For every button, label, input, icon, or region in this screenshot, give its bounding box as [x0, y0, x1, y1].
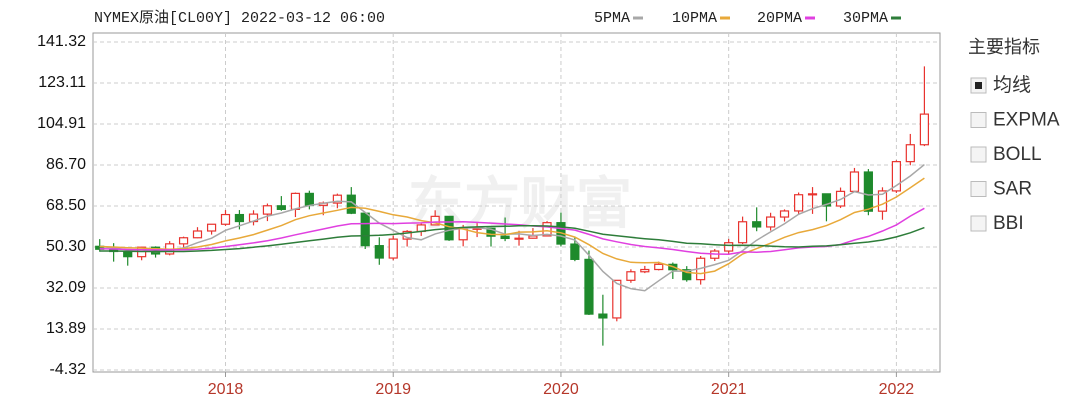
indicator-label[interactable]: SAR: [993, 179, 1032, 200]
y-tick-label: 123.11: [38, 74, 86, 91]
y-tick-label: 68.50: [46, 197, 86, 214]
candle-body: [220, 213, 231, 225]
candle-body: [360, 212, 370, 247]
ma-line: [99, 177, 925, 275]
candle-body: [276, 205, 286, 210]
candle-body: [737, 221, 748, 244]
candle-body: [192, 230, 203, 239]
candle-body: [654, 263, 664, 271]
indicator-label[interactable]: BOLL: [993, 144, 1042, 165]
x-tick-label: 2021: [711, 381, 747, 398]
candle-body: [752, 221, 762, 228]
candle-body: [682, 269, 692, 281]
y-tick-label: 50.30: [46, 238, 86, 255]
candle-body: [626, 271, 636, 281]
candle-body: [500, 235, 510, 240]
candle-body: [877, 190, 888, 212]
candle-body: [304, 192, 314, 206]
candle-body: [570, 243, 580, 260]
checkbox[interactable]: [970, 215, 987, 232]
y-tick-label: 86.70: [46, 156, 86, 173]
panel-title: 主要指标: [968, 37, 1040, 57]
candle-body: [486, 227, 496, 237]
legend-label: 20PMA: [757, 10, 802, 27]
indicator-label[interactable]: BBI: [993, 213, 1024, 234]
ma-line: [99, 207, 925, 255]
candle-body: [514, 237, 524, 240]
candle-body: [290, 192, 301, 210]
checkbox[interactable]: [970, 112, 987, 128]
candle-body: [863, 171, 873, 212]
ma-line: [99, 225, 925, 253]
legend-label: 30PMA: [843, 10, 888, 27]
legend-label: 5PMA: [594, 10, 630, 27]
candle-body: [234, 213, 245, 223]
candle-body: [178, 237, 189, 245]
indicator-label[interactable]: 均线: [993, 74, 1031, 96]
candle-body: [542, 222, 552, 237]
candle-body: [430, 215, 440, 226]
candle-body: [598, 313, 608, 319]
candle-body: [388, 238, 398, 259]
chart-title: NYMEX原油[CL00Y] 2022-03-12 06:00: [94, 9, 385, 27]
x-tick-label: 2018: [208, 381, 244, 398]
x-tick-label: 2020: [543, 381, 579, 398]
candle-body: [891, 161, 901, 192]
checkbox[interactable]: [970, 146, 987, 163]
y-tick-label: 104.91: [37, 115, 86, 132]
x-tick-label: 2019: [375, 381, 411, 398]
y-tick-label: 13.89: [46, 320, 86, 337]
x-tick-label: 2022: [879, 381, 915, 398]
candle-body: [640, 268, 650, 273]
legend-label: 10PMA: [672, 10, 717, 27]
checkbox-mark: [975, 82, 982, 89]
candle-body: [905, 144, 915, 163]
y-tick-label: 141.32: [37, 33, 86, 50]
candle-body: [374, 245, 384, 259]
candle-body: [807, 193, 818, 196]
y-tick-label: 32.09: [46, 279, 86, 296]
candle-body: [794, 194, 804, 212]
candle-body: [332, 194, 342, 204]
candle-body: [206, 223, 217, 232]
candle-body: [821, 193, 832, 207]
candle-body: [584, 258, 594, 315]
candle-body: [919, 113, 930, 146]
candle-body: [262, 205, 273, 215]
candle-body: [724, 242, 734, 252]
indicator-label[interactable]: EXPMA: [993, 110, 1060, 131]
candle-body: [765, 216, 776, 228]
candle-body: [612, 279, 622, 319]
candle-body: [528, 235, 538, 239]
checkbox[interactable]: [970, 181, 987, 197]
candle-body: [123, 250, 133, 258]
candle-body: [849, 171, 860, 192]
plot-frame: [92, 32, 941, 373]
candle-body: [779, 210, 790, 218]
y-tick-label: -4.32: [50, 361, 87, 378]
